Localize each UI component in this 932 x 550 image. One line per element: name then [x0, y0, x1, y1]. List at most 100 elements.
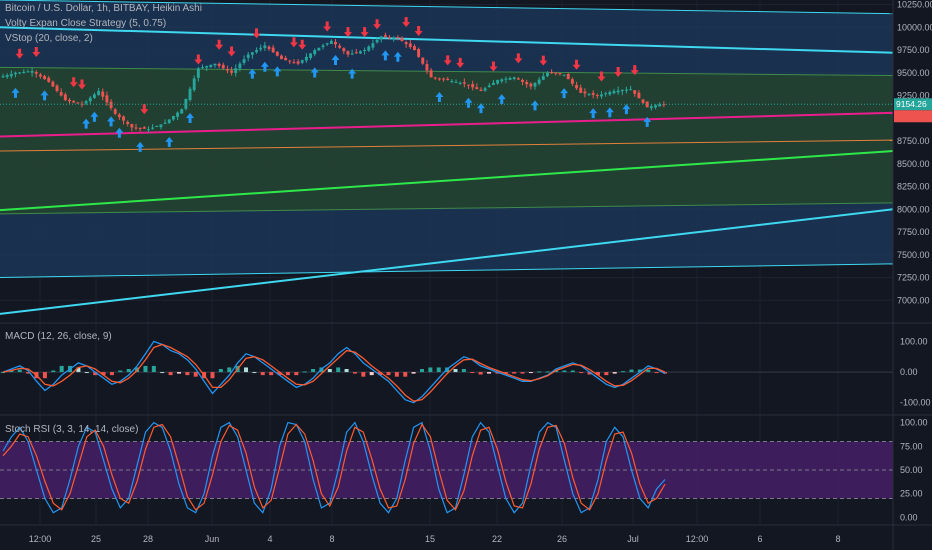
short-signal-marker[interactable] [539, 55, 548, 66]
candle-body[interactable] [570, 79, 574, 84]
long-signal-marker[interactable] [560, 88, 569, 99]
macd-pane[interactable] [0, 340, 893, 404]
candle-body[interactable] [371, 43, 375, 48]
long-signal-marker[interactable] [273, 66, 282, 77]
candle-body[interactable] [616, 90, 620, 93]
long-signal-marker[interactable] [531, 100, 539, 111]
signal-line[interactable] [2, 343, 666, 402]
candle-body[interactable] [600, 94, 603, 97]
candle-body[interactable] [9, 73, 13, 77]
long-signal-marker[interactable] [260, 61, 269, 72]
candle-body[interactable] [180, 109, 184, 114]
candle-body[interactable] [63, 94, 67, 101]
candle-body[interactable] [142, 127, 146, 129]
candle-body[interactable] [167, 119, 171, 123]
candle-body[interactable] [259, 47, 263, 50]
candle-body[interactable] [633, 90, 637, 94]
candle-body[interactable] [313, 50, 317, 55]
candle-body[interactable] [413, 46, 416, 51]
candle-body[interactable] [554, 72, 558, 74]
candle-body[interactable] [587, 94, 591, 96]
candle-body[interactable] [658, 104, 662, 107]
candle-body[interactable] [84, 101, 88, 104]
short-signal-marker[interactable] [614, 66, 623, 77]
candle-body[interactable] [454, 81, 458, 83]
candle-body[interactable] [487, 85, 491, 88]
candle-body[interactable] [508, 78, 512, 80]
long-signal-marker[interactable] [165, 136, 174, 147]
candle-body[interactable] [38, 74, 42, 77]
long-signal-marker[interactable] [310, 67, 319, 78]
candle-body[interactable] [346, 51, 350, 55]
candle-body[interactable] [284, 57, 288, 61]
long-signal-marker[interactable] [348, 68, 357, 79]
candle-body[interactable] [304, 56, 308, 61]
candle-body[interactable] [450, 80, 454, 82]
candle-body[interactable] [624, 89, 628, 91]
candle-body[interactable] [342, 48, 346, 52]
short-signal-marker[interactable] [373, 19, 382, 30]
short-signal-marker[interactable] [227, 46, 236, 57]
candle-body[interactable] [483, 88, 487, 91]
candle-body[interactable] [583, 91, 587, 94]
long-signal-marker[interactable] [476, 103, 485, 114]
stoch-rsi-pane[interactable] [0, 421, 893, 514]
candle-body[interactable] [392, 37, 396, 39]
candle-body[interactable] [196, 68, 200, 78]
candle-body[interactable] [654, 105, 657, 108]
candle-body[interactable] [629, 89, 633, 91]
channel-line[interactable] [0, 0, 894, 15]
candle-body[interactable] [217, 63, 221, 66]
candle-body[interactable] [425, 64, 429, 71]
candle-body[interactable] [117, 114, 121, 118]
candle-body[interactable] [309, 53, 313, 58]
candle-body[interactable] [88, 97, 92, 102]
macd-line[interactable] [2, 340, 666, 404]
candle-body[interactable] [1, 76, 5, 78]
long-signal-marker[interactable] [497, 94, 506, 105]
vstop-legend[interactable]: VStop (20, close, 2) [5, 33, 93, 44]
short-signal-marker[interactable] [69, 77, 78, 88]
short-signal-marker[interactable] [630, 65, 639, 76]
channel-line[interactable] [0, 26, 894, 54]
candle-body[interactable] [645, 101, 649, 108]
candle-body[interactable] [72, 100, 76, 103]
candle-body[interactable] [250, 52, 254, 55]
long-signal-marker[interactable] [643, 116, 652, 127]
candle-body[interactable] [76, 102, 80, 104]
long-signal-marker[interactable] [622, 104, 631, 115]
short-signal-marker[interactable] [489, 61, 498, 72]
long-signal-marker[interactable] [107, 116, 116, 127]
candle-body[interactable] [521, 79, 524, 82]
candle-body[interactable] [458, 82, 462, 84]
candle-body[interactable] [5, 75, 9, 77]
candle-body[interactable] [113, 109, 117, 114]
candle-body[interactable] [201, 67, 204, 69]
stoch-k-line[interactable] [2, 421, 666, 514]
long-signal-marker[interactable] [186, 112, 195, 123]
candle-body[interactable] [637, 92, 641, 99]
candle-body[interactable] [429, 70, 433, 78]
long-signal-marker[interactable] [40, 90, 49, 101]
candle-body[interactable] [155, 126, 159, 128]
long-signal-marker[interactable] [331, 54, 340, 65]
long-signal-marker[interactable] [605, 107, 614, 118]
candle-body[interactable] [408, 43, 412, 48]
short-signal-marker[interactable] [289, 37, 298, 48]
long-signal-marker[interactable] [82, 118, 91, 129]
candle-body[interactable] [496, 80, 500, 84]
candle-body[interactable] [383, 35, 387, 37]
candle-body[interactable] [546, 72, 549, 77]
candle-body[interactable] [529, 83, 533, 87]
candle-body[interactable] [417, 48, 421, 57]
candle-body[interactable] [350, 53, 354, 55]
short-signal-marker[interactable] [15, 48, 24, 59]
candle-body[interactable] [300, 60, 304, 63]
channel-line[interactable] [0, 208, 894, 315]
candle-body[interactable] [579, 87, 583, 93]
candle-body[interactable] [388, 37, 391, 39]
candle-body[interactable] [159, 124, 163, 128]
candle-body[interactable] [255, 50, 258, 53]
candle-body[interactable] [230, 70, 234, 73]
